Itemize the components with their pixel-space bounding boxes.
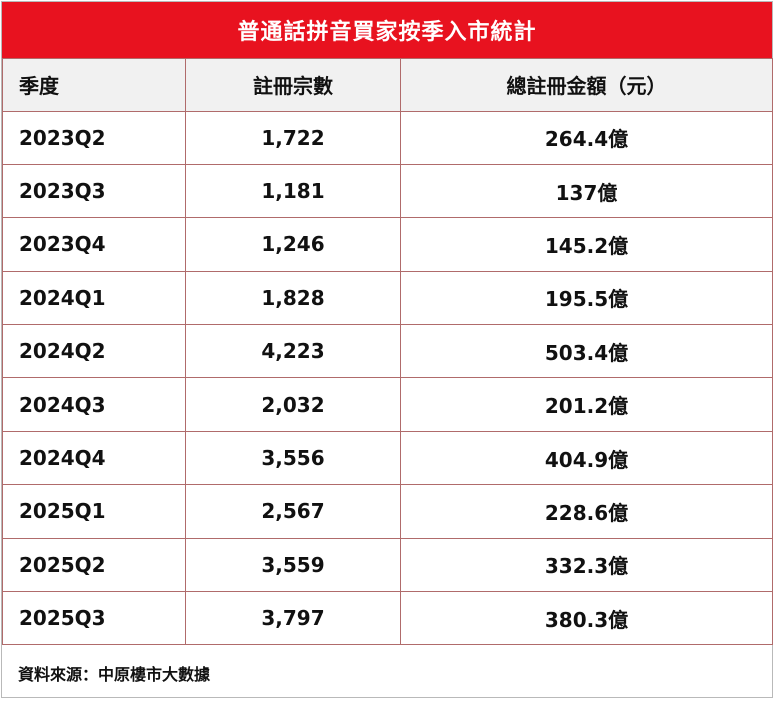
quarterly-stats-table: 季度 註冊宗數 總註冊金額（元） 2023Q2 1,722 264.4億 202… [2, 58, 773, 646]
table-row: 2025Q1 2,567 228.6億 [2, 484, 773, 539]
table-row: 2024Q2 4,223 503.4億 [2, 324, 773, 379]
header-registrations: 註冊宗數 [185, 58, 401, 112]
header-total-amount: 總註冊金額（元） [400, 58, 773, 112]
cell-quarter: 2023Q4 [2, 217, 186, 272]
cell-quarter: 2024Q1 [2, 270, 186, 326]
source-note: 資料來源：中原樓市大數據 [18, 665, 211, 684]
cell-total-amount: 195.5億 [400, 270, 773, 326]
table-row: 2024Q4 3,556 404.9億 [2, 430, 773, 486]
cell-total-amount: 503.4億 [400, 324, 773, 379]
cell-registrations: 4,223 [185, 324, 401, 379]
cell-total-amount: 228.6億 [400, 484, 773, 539]
cell-quarter: 2023Q3 [2, 163, 186, 219]
header-quarter: 季度 [2, 58, 186, 112]
table-row: 2024Q3 2,032 201.2億 [2, 377, 773, 432]
table-row: 2025Q2 3,559 332.3億 [2, 537, 773, 593]
cell-registrations: 1,181 [185, 163, 401, 219]
table-row: 2023Q2 1,722 264.4億 [2, 110, 773, 165]
cell-registrations: 1,722 [185, 110, 401, 165]
cell-total-amount: 404.9億 [400, 430, 773, 486]
table-title: 普通話拼音買家按季入市統計 [2, 2, 772, 58]
cell-total-amount: 137億 [400, 163, 773, 219]
cell-registrations: 2,567 [185, 484, 401, 539]
cell-quarter: 2023Q2 [2, 110, 186, 165]
table-row: 2024Q1 1,828 195.5億 [2, 270, 773, 326]
cell-registrations: 1,828 [185, 270, 401, 326]
cell-registrations: 3,559 [185, 537, 401, 593]
cell-quarter: 2024Q2 [2, 324, 186, 379]
cell-registrations: 1,246 [185, 217, 401, 272]
cell-quarter: 2024Q3 [2, 377, 186, 432]
cell-quarter: 2025Q2 [2, 537, 186, 593]
cell-total-amount: 145.2億 [400, 217, 773, 272]
cell-quarter: 2025Q3 [2, 591, 186, 646]
table-header-row: 季度 註冊宗數 總註冊金額（元） [2, 58, 773, 112]
cell-total-amount: 201.2億 [400, 377, 773, 432]
cell-total-amount: 332.3億 [400, 537, 773, 593]
cell-quarter: 2024Q4 [2, 430, 186, 486]
cell-registrations: 3,556 [185, 430, 401, 486]
table-row: 2025Q3 3,797 380.3億 [2, 591, 773, 646]
table-row: 2023Q4 1,246 145.2億 [2, 217, 773, 272]
cell-registrations: 2,032 [185, 377, 401, 432]
cell-total-amount: 264.4億 [400, 110, 773, 165]
table-row: 2023Q3 1,181 137億 [2, 163, 773, 219]
cell-total-amount: 380.3億 [400, 591, 773, 646]
cell-registrations: 3,797 [185, 591, 401, 646]
cell-quarter: 2025Q1 [2, 484, 186, 539]
